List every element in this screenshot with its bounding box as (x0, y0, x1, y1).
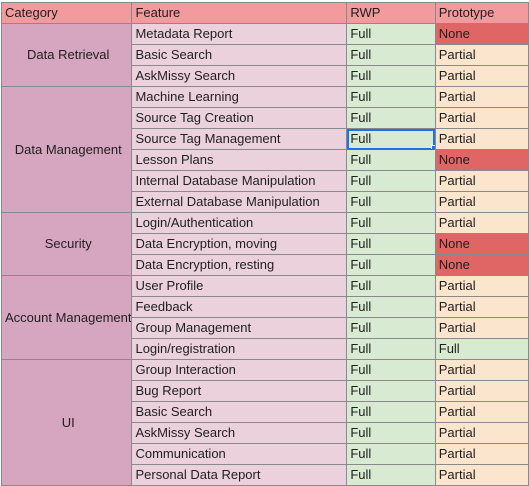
prototype-cell[interactable]: Partial (434, 86, 529, 108)
feature-cell[interactable]: Internal Database Manipulation (131, 170, 348, 192)
prototype-cell[interactable]: Partial (434, 443, 529, 465)
rwp-cell[interactable]: Full (346, 464, 436, 486)
category-cell[interactable]: Security (0, 212, 133, 276)
prototype-cell[interactable]: Partial (434, 380, 529, 402)
feature-cell[interactable]: Source Tag Creation (131, 107, 348, 129)
feature-cell[interactable]: Group Interaction (131, 359, 348, 381)
table-row: AskMissy Search Full Partial (2, 65, 529, 87)
table-row: Feedback Full Partial (2, 296, 529, 318)
table-row: Basic Search Full Partial (2, 401, 529, 423)
prototype-cell[interactable]: Partial (434, 359, 529, 381)
table-row: Personal Data Report Full Partial (2, 464, 529, 486)
feature-cell[interactable]: External Database Manipulation (131, 191, 348, 213)
rwp-cell[interactable]: Full (346, 149, 436, 171)
feature-cell[interactable]: Metadata Report (131, 23, 348, 45)
feature-cell[interactable]: Data Encryption, resting (131, 254, 348, 276)
rwp-cell[interactable]: Full (346, 86, 436, 108)
prototype-cell[interactable]: Partial (434, 44, 529, 66)
feature-cell[interactable]: Lesson Plans (131, 149, 348, 171)
prototype-cell[interactable]: Partial (434, 317, 529, 339)
feature-cell[interactable]: Communication (131, 443, 348, 465)
rwp-cell[interactable]: Full (346, 401, 436, 423)
prototype-cell[interactable]: None (434, 254, 529, 276)
feature-cell[interactable]: Machine Learning (131, 86, 348, 108)
feature-cell[interactable]: Login/registration (131, 338, 348, 360)
feature-cell[interactable]: Bug Report (131, 380, 348, 402)
prototype-cell[interactable]: Partial (434, 212, 529, 234)
table-row: Lesson Plans Full None (2, 149, 529, 171)
rwp-cell[interactable]: Full (346, 275, 436, 297)
category-cell[interactable]: Account Management (0, 275, 133, 360)
category-cell[interactable]: UI (0, 359, 133, 486)
rwp-cell[interactable]: Full (346, 380, 436, 402)
prototype-cell[interactable]: Partial (434, 401, 529, 423)
header-row: Category Feature RWP Prototype (0, 2, 529, 24)
prototype-cell[interactable]: Partial (434, 107, 529, 129)
rwp-cell[interactable]: Full (346, 359, 436, 381)
table-row: Basic Search Full Partial (2, 44, 529, 66)
category-cell[interactable]: Data Retrieval (0, 23, 133, 87)
feature-cell[interactable]: User Profile (131, 275, 348, 297)
prototype-cell[interactable]: None (434, 149, 529, 171)
table-row: Internal Database Manipulation Full Partia… (2, 170, 529, 192)
feature-cell[interactable]: Login/Authentication (131, 212, 348, 234)
rwp-cell[interactable]: Full (346, 338, 436, 360)
prototype-cell[interactable]: Partial (434, 191, 529, 213)
prototype-cell[interactable]: None (434, 23, 529, 45)
table-row: Data Encryption, moving Full None (2, 233, 529, 255)
feature-cell[interactable]: Group Management (131, 317, 348, 339)
rwp-cell[interactable]: Full (346, 296, 436, 318)
feature-cell[interactable]: Personal Data Report (131, 464, 348, 486)
table-row: Source Tag Management Full Partial (2, 128, 529, 150)
header-feature[interactable]: Feature (131, 2, 348, 24)
prototype-cell[interactable]: Partial (434, 296, 529, 318)
feature-cell[interactable]: AskMissy Search (131, 65, 348, 87)
table-row: UI Group Interaction Full Partial (0, 359, 529, 486)
table-row: Data Encryption, resting Full None (2, 254, 529, 276)
table-row: Bug Report Full Partial (2, 380, 529, 402)
table-row: Communication Full Partial (2, 443, 529, 465)
table-row: Data Management Machine Learning Full Parti… (0, 86, 529, 213)
header-category[interactable]: Category (0, 2, 133, 24)
category-cell[interactable]: Data Management (0, 86, 133, 213)
prototype-cell[interactable]: Partial (434, 65, 529, 87)
rwp-cell[interactable]: Full (346, 422, 436, 444)
rwp-cell[interactable]: Full (346, 191, 436, 213)
prototype-cell[interactable]: Partial (434, 422, 529, 444)
feature-cell[interactable]: Data Encryption, moving (131, 233, 348, 255)
rwp-cell[interactable]: Full (346, 443, 436, 465)
prototype-cell[interactable]: Partial (434, 275, 529, 297)
table-row: External Database Manipulation Full Partia… (2, 191, 529, 213)
prototype-cell[interactable]: Full (434, 338, 529, 360)
feature-cell[interactable]: Basic Search (131, 44, 348, 66)
prototype-cell[interactable]: Partial (434, 170, 529, 192)
rwp-cell[interactable]: Full (346, 317, 436, 339)
rwp-cell[interactable]: Full (346, 233, 436, 255)
header-prototype[interactable]: Prototype (434, 2, 529, 24)
prototype-cell[interactable]: Partial (434, 464, 529, 486)
rwp-cell[interactable]: Full (346, 44, 436, 66)
feature-cell[interactable]: AskMissy Search (131, 422, 348, 444)
table-row: AskMissy Search Full Partial (2, 422, 529, 444)
prototype-cell[interactable]: None (434, 233, 529, 255)
table-row: Login/registration Full Full (2, 338, 529, 360)
feature-cell[interactable]: Feedback (131, 296, 348, 318)
rwp-cell[interactable]: Full (346, 107, 436, 129)
table-row: Security Login/Authentication Full Partial (0, 212, 529, 276)
header-rwp[interactable]: RWP (346, 2, 436, 24)
rwp-cell[interactable]: Full (346, 212, 436, 234)
prototype-cell[interactable]: Partial (434, 128, 529, 150)
rwp-cell[interactable]: Full (346, 170, 436, 192)
rwp-cell[interactable]: Full (346, 65, 436, 87)
rwp-cell[interactable]: Full (346, 128, 436, 150)
table-row: Account Management User Profile Full Partia… (0, 275, 529, 360)
table-row: Group Management Full Partial (2, 317, 529, 339)
rwp-cell[interactable]: Full (346, 254, 436, 276)
feature-cell[interactable]: Source Tag Management (131, 128, 348, 150)
table-row: Data Retrieval Metadata Report Full None (0, 23, 529, 87)
rwp-cell[interactable]: Full (346, 23, 436, 45)
feature-cell[interactable]: Basic Search (131, 401, 348, 423)
